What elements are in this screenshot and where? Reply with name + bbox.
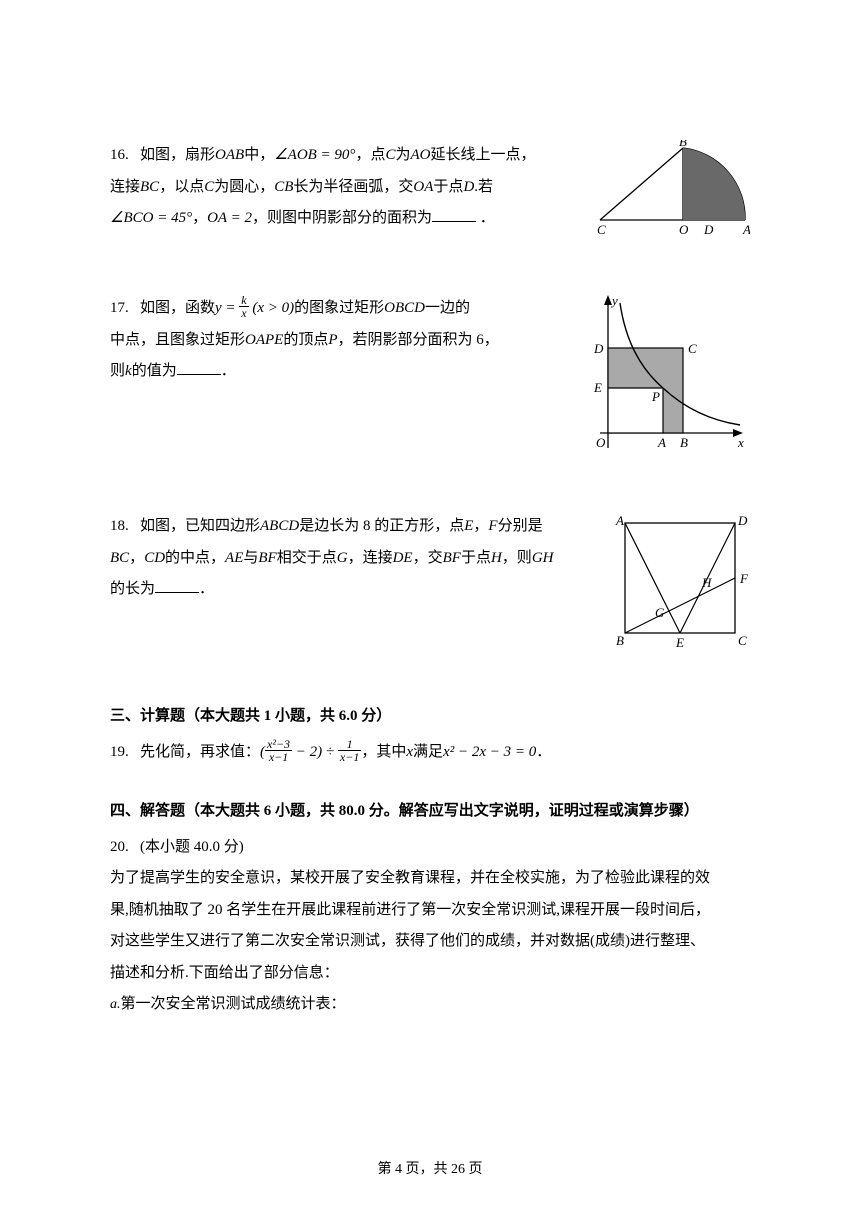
answer-blank bbox=[177, 363, 221, 375]
problem-18-text: 18. 如图，已知四边形ABCD是边长为 8 的正方形，点E，F分别是 BC，C… bbox=[110, 511, 592, 606]
svg-text:A: A bbox=[742, 222, 750, 237]
section-4-heading: 四、解答题（本大题共 6 小题，共 80.0 分。解答应写出文字说明，证明过程或… bbox=[110, 799, 750, 820]
problem-19-text: 19. 先化简，再求值：(x²−3x−1 − 2) ÷ 1x−1，其中x满足x²… bbox=[110, 737, 750, 769]
svg-text:A: A bbox=[615, 513, 624, 528]
problem-number: 17. bbox=[110, 300, 129, 316]
problem-17-text: 17. 如图，函数y = kx (x > 0)的图象过矩形OBCD一边的 中点，… bbox=[110, 293, 562, 388]
page-footer: 第 4 页，共 26 页 bbox=[0, 1158, 860, 1178]
svg-text:C: C bbox=[688, 341, 697, 356]
problem-17: 17. 如图，函数y = kx (x > 0)的图象过矩形OBCD一边的 中点，… bbox=[110, 293, 750, 463]
svg-text:B: B bbox=[616, 633, 624, 648]
svg-text:D: D bbox=[703, 222, 714, 237]
svg-text:P: P bbox=[651, 389, 660, 404]
problem-18: 18. 如图，已知四边形ABCD是边长为 8 的正方形，点E，F分别是 BC，C… bbox=[110, 511, 750, 656]
svg-text:C: C bbox=[738, 633, 747, 648]
problem-20-text: 20. (本小题 40.0 分) 为了提高学生的安全意识，某校开展了安全教育课程… bbox=[110, 832, 750, 1021]
svg-text:A: A bbox=[657, 435, 666, 450]
problem-number: 16. bbox=[110, 147, 129, 163]
figure-17: y x D C E P O A B bbox=[580, 293, 750, 463]
figure-18: A D F H G B E C bbox=[610, 511, 750, 656]
problem-number: 19. bbox=[110, 744, 129, 760]
figure-16: B C O D A bbox=[595, 140, 750, 245]
svg-text:B: B bbox=[680, 435, 688, 450]
svg-text:H: H bbox=[701, 575, 712, 590]
answer-blank bbox=[155, 581, 199, 593]
svg-text:F: F bbox=[739, 571, 749, 586]
problem-19: 19. 先化简，再求值：(x²−3x−1 − 2) ÷ 1x−1，其中x满足x²… bbox=[110, 737, 750, 769]
svg-text:E: E bbox=[593, 380, 602, 395]
problem-16-text: 16. 如图，扇形OAB中，∠AOB = 90°，点C为AO延长线上一点， 连接… bbox=[110, 140, 577, 235]
svg-text:E: E bbox=[675, 635, 684, 650]
svg-text:O: O bbox=[679, 222, 689, 237]
problem-16: 16. 如图，扇形OAB中，∠AOB = 90°，点C为AO延长线上一点， 连接… bbox=[110, 140, 750, 245]
svg-text:C: C bbox=[597, 222, 606, 237]
section-3-heading: 三、计算题（本大题共 1 小题，共 6.0 分） bbox=[110, 704, 750, 725]
svg-text:x: x bbox=[737, 435, 744, 450]
problem-20: 20. (本小题 40.0 分) 为了提高学生的安全意识，某校开展了安全教育课程… bbox=[110, 832, 750, 1021]
svg-text:G: G bbox=[655, 605, 665, 620]
answer-blank bbox=[432, 210, 476, 222]
svg-text:D: D bbox=[593, 341, 604, 356]
svg-text:B: B bbox=[679, 140, 687, 149]
problem-number: 20. bbox=[110, 839, 129, 855]
svg-text:y: y bbox=[610, 293, 618, 308]
svg-text:O: O bbox=[596, 435, 606, 450]
problem-number: 18. bbox=[110, 518, 129, 534]
svg-text:D: D bbox=[737, 513, 748, 528]
